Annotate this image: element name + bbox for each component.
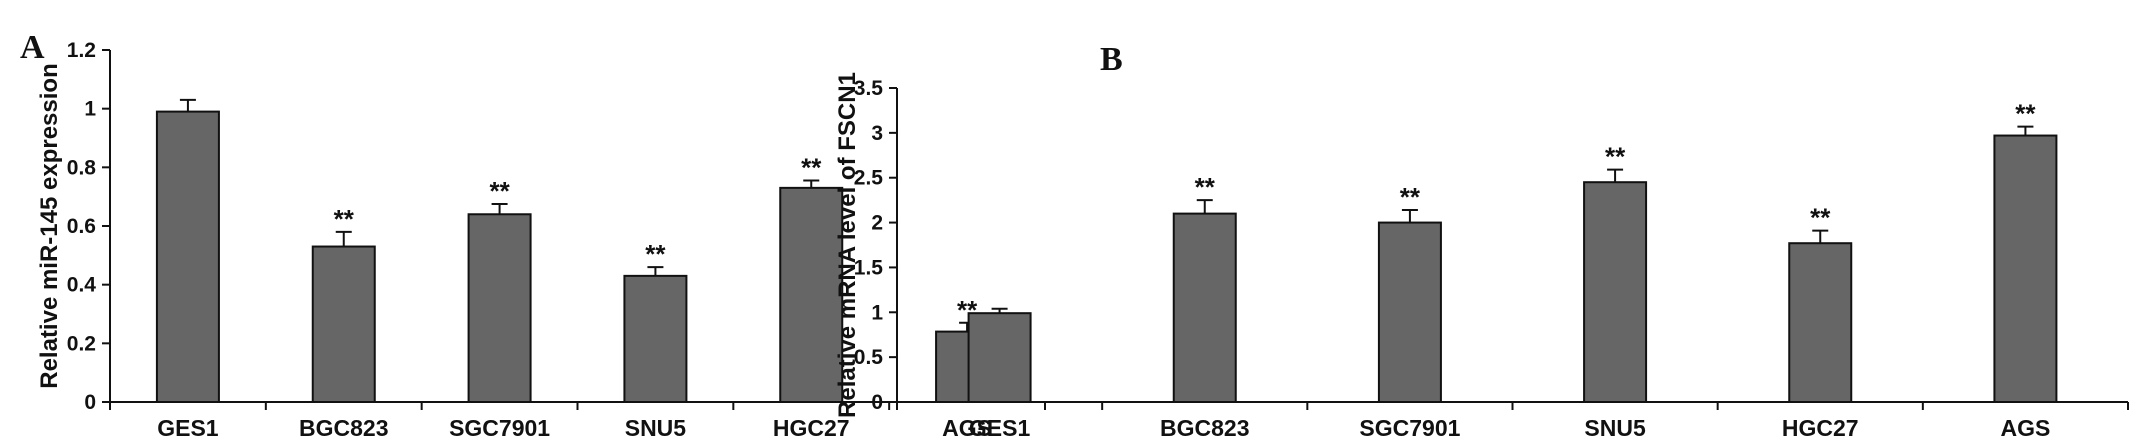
y-tick-label: 0.4 [67, 274, 97, 297]
bar [1172, 212, 1237, 403]
y-tick-label: 1 [84, 98, 96, 121]
y-tick-label: 2 [871, 212, 883, 235]
significance-label: ** [1400, 182, 1421, 212]
x-tick-label: AGS [2000, 415, 2050, 441]
y-tick-label: 3 [871, 122, 883, 145]
bar [1993, 134, 2058, 403]
x-tick-label: SGC7901 [449, 415, 550, 441]
bar [967, 312, 1032, 404]
significance-label: ** [334, 204, 355, 234]
bar [623, 274, 688, 403]
y-tick-label: 3.5 [854, 77, 884, 100]
significance-label: ** [2015, 99, 2036, 129]
panel-letter-a: A [20, 29, 45, 66]
significance-label: ** [1195, 172, 1216, 202]
bar [467, 213, 532, 403]
y-tick-label: 0 [871, 391, 883, 414]
x-tick-label: AGS [942, 415, 992, 441]
panel-letter-b: B [1100, 41, 1123, 78]
x-tick-label: SNU5 [1584, 415, 1646, 441]
x-tick-label: HGC27 [1782, 415, 1859, 441]
y-axis-label: Relative mRNA level of FSCN1 [834, 72, 861, 418]
y-axis-label: Relative miR-145 expression [36, 63, 63, 389]
bar [1583, 181, 1648, 403]
x-tick-label: BGC823 [299, 415, 388, 441]
significance-label: ** [1605, 142, 1626, 172]
x-tick-label: GES1 [969, 415, 1031, 441]
y-tick-label: 1.2 [67, 39, 96, 62]
x-tick-label: BGC823 [1160, 415, 1249, 441]
y-tick-label: 1.5 [854, 256, 884, 279]
x-tick-label: SGC7901 [1359, 415, 1460, 441]
bar [1788, 242, 1853, 403]
significance-label: ** [645, 239, 666, 269]
y-tick-label: 0 [84, 391, 96, 414]
x-tick-label: HGC27 [773, 415, 850, 441]
y-tick-label: 0.6 [67, 215, 96, 238]
y-tick-label: 0.2 [67, 332, 96, 355]
y-tick-label: 2.5 [854, 167, 884, 190]
y-tick-label: 0.5 [854, 346, 884, 369]
bar [779, 186, 844, 403]
significance-label: ** [801, 153, 822, 183]
bar [311, 245, 376, 403]
significance-label: ** [489, 176, 510, 206]
bar [1377, 221, 1442, 403]
y-tick-label: 1 [871, 301, 883, 324]
bar [155, 110, 220, 403]
significance-label: ** [1810, 203, 1831, 233]
x-tick-label: SNU5 [625, 415, 687, 441]
y-tick-label: 0.8 [67, 156, 97, 179]
x-tick-label: GES1 [157, 415, 219, 441]
